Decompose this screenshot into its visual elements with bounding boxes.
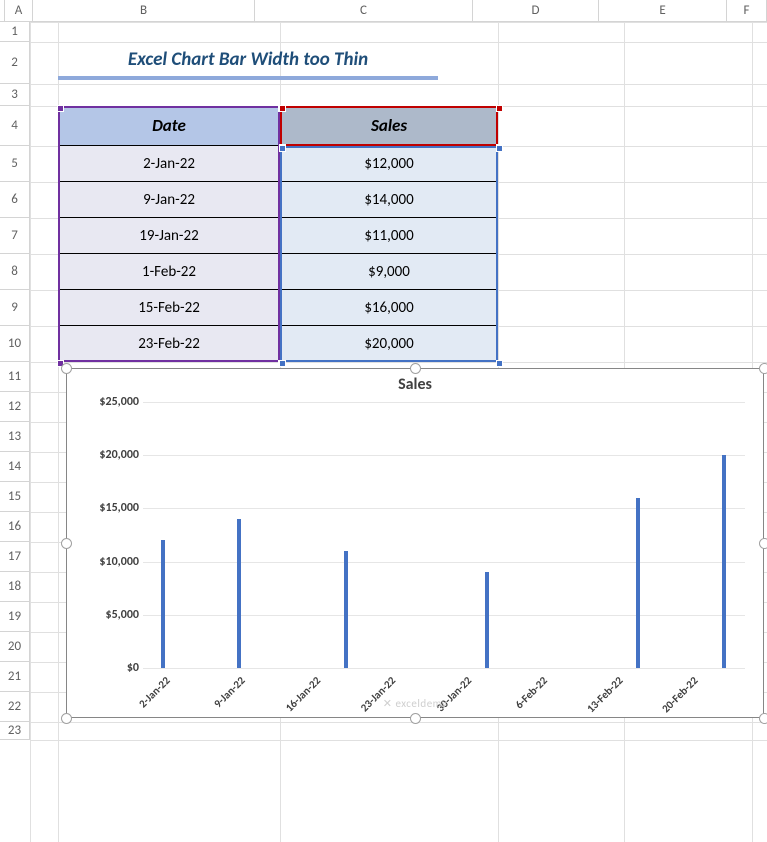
row-header[interactable]: 11 xyxy=(0,362,30,392)
y-axis-label: $5,000 xyxy=(105,608,139,622)
table-cell[interactable]: 15-Feb-22 xyxy=(58,290,280,326)
column-header[interactable]: E xyxy=(599,0,727,21)
row-header[interactable]: 12 xyxy=(0,392,30,422)
chart-resize-handle[interactable] xyxy=(759,363,767,374)
table-row: 9-Jan-22$14,000 xyxy=(58,182,498,218)
row-header[interactable]: 9 xyxy=(0,290,30,326)
x-axis-label: 6-Feb-22 xyxy=(512,674,549,711)
row-header[interactable]: 19 xyxy=(0,602,30,632)
y-axis-label: $0 xyxy=(127,661,139,675)
table-row: 1-Feb-22$9,000 xyxy=(58,254,498,290)
row-header[interactable]: 23 xyxy=(0,722,30,740)
chart-object[interactable]: Sales $0 $5,000 $10,000 $15,000 $20,000 $25,0… xyxy=(66,368,764,718)
chart-gridline xyxy=(143,455,745,456)
chart-gridline xyxy=(143,615,745,616)
y-axis-label: $10,000 xyxy=(99,555,139,569)
chart-resize-handle[interactable] xyxy=(61,713,72,724)
row-header[interactable]: 5 xyxy=(0,146,30,182)
row-header[interactable]: 7 xyxy=(0,218,30,254)
table-cell[interactable]: $12,000 xyxy=(280,146,498,182)
watermark: ✕ exceldemy xyxy=(383,697,448,710)
chart-bar[interactable] xyxy=(485,572,489,668)
column-header[interactable]: A xyxy=(5,0,33,21)
table-cell[interactable]: $14,000 xyxy=(280,182,498,218)
row-header[interactable]: 2 xyxy=(0,42,30,84)
x-axis-label: 16-Jan-22 xyxy=(283,674,323,714)
chart-y-axis[interactable]: $0$5,000$10,000$15,000$20,000$25,000 xyxy=(81,402,143,668)
table-cell[interactable]: 2-Jan-22 xyxy=(58,146,280,182)
chart-bar[interactable] xyxy=(237,519,241,668)
column-header[interactable]: B xyxy=(33,0,255,21)
row-header[interactable]: 16 xyxy=(0,512,30,542)
chart-bar[interactable] xyxy=(161,540,165,668)
row-header[interactable]: 13 xyxy=(0,422,30,452)
y-axis-label: $15,000 xyxy=(99,501,139,515)
row-header[interactable]: 20 xyxy=(0,632,30,662)
column-header[interactable]: D xyxy=(473,0,599,21)
page-title: Excel Chart Bar Width too Thin xyxy=(58,42,438,80)
table-header-cell[interactable]: Date xyxy=(58,106,280,146)
chart-gridline xyxy=(143,402,745,403)
table-cell[interactable]: $20,000 xyxy=(280,326,498,362)
chart-plot-inner[interactable] xyxy=(143,402,745,668)
y-axis-label: $25,000 xyxy=(99,395,139,409)
row-header[interactable]: 8 xyxy=(0,254,30,290)
spreadsheet: ABCDEF 123456789101112131415161718192021… xyxy=(0,0,767,842)
table-cell[interactable]: 19-Jan-22 xyxy=(58,218,280,254)
x-axis-label: 2-Jan-22 xyxy=(136,674,172,710)
chart-title-text: Sales xyxy=(398,375,432,394)
data-table: DateSales 2-Jan-22$12,0009-Jan-22$14,000… xyxy=(58,106,498,362)
column-headers-row: ABCDEF xyxy=(0,0,767,22)
row-header[interactable]: 14 xyxy=(0,452,30,482)
row-header[interactable]: 4 xyxy=(0,106,30,146)
table-cell[interactable]: $11,000 xyxy=(280,218,498,254)
y-axis-label: $20,000 xyxy=(99,448,139,462)
row-header[interactable]: 18 xyxy=(0,572,30,602)
table-body: 2-Jan-22$12,0009-Jan-22$14,00019-Jan-22$… xyxy=(58,146,498,362)
table-cell[interactable]: 9-Jan-22 xyxy=(58,182,280,218)
chart-bar[interactable] xyxy=(722,455,726,668)
chart-bar[interactable] xyxy=(636,498,640,668)
chart-plot-area[interactable]: $0$5,000$10,000$15,000$20,000$25,0002-Ja… xyxy=(81,402,749,716)
chart-gridline xyxy=(143,508,745,509)
column-header[interactable]: C xyxy=(255,0,473,21)
table-header-cell[interactable]: Sales xyxy=(280,106,498,146)
chart-resize-handle[interactable] xyxy=(61,538,72,549)
x-axis-label: 20-Feb-22 xyxy=(659,674,700,715)
table-row: 2-Jan-22$12,000 xyxy=(58,146,498,182)
chart-bar[interactable] xyxy=(344,551,348,668)
chart-resize-handle[interactable] xyxy=(759,713,767,724)
row-header[interactable]: 3 xyxy=(0,84,30,106)
table-row: 15-Feb-22$16,000 xyxy=(58,290,498,326)
x-axis-label: 9-Jan-22 xyxy=(211,674,247,710)
chart-resize-handle[interactable] xyxy=(61,363,72,374)
x-axis-label: 13-Feb-22 xyxy=(584,674,625,715)
chart-resize-handle[interactable] xyxy=(410,713,421,724)
grid-area[interactable]: Excel Chart Bar Width too Thin DateSales… xyxy=(30,22,767,842)
chart-resize-handle[interactable] xyxy=(759,538,767,549)
table-header-row: DateSales xyxy=(58,106,498,146)
row-header[interactable]: 21 xyxy=(0,662,30,692)
page-title-text: Excel Chart Bar Width too Thin xyxy=(128,48,368,71)
row-header[interactable]: 6 xyxy=(0,182,30,218)
table-cell[interactable]: $9,000 xyxy=(280,254,498,290)
table-row: 23-Feb-22$20,000 xyxy=(58,326,498,362)
chart-gridline xyxy=(143,562,745,563)
table-cell[interactable]: $16,000 xyxy=(280,290,498,326)
table-cell[interactable]: 23-Feb-22 xyxy=(58,326,280,362)
column-header[interactable]: F xyxy=(727,0,767,21)
table-row: 19-Jan-22$11,000 xyxy=(58,218,498,254)
row-header[interactable]: 17 xyxy=(0,542,30,572)
table-cell[interactable]: 1-Feb-22 xyxy=(58,254,280,290)
row-headers-column: 1234567891011121314151617181920212223 xyxy=(0,22,30,740)
row-header[interactable]: 10 xyxy=(0,326,30,362)
chart-resize-handle[interactable] xyxy=(410,363,421,374)
row-header[interactable]: 1 xyxy=(0,22,30,42)
row-header[interactable]: 22 xyxy=(0,692,30,722)
row-header[interactable]: 15 xyxy=(0,482,30,512)
